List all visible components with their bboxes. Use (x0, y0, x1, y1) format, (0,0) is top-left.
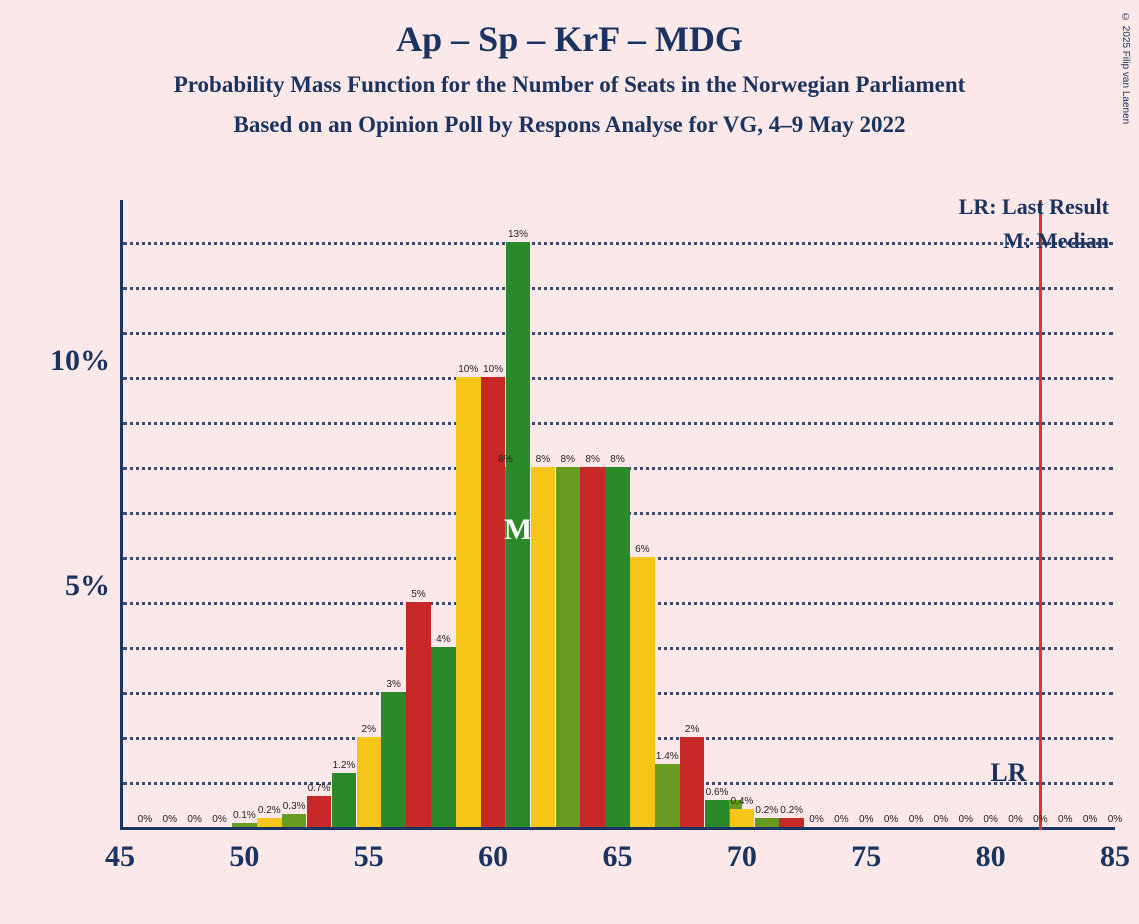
bar-value-label: 13% (508, 229, 528, 240)
bar-value-label: 0% (884, 814, 898, 825)
bar-value-label: 1.2% (332, 760, 355, 771)
grid-line (123, 377, 1113, 380)
bar-value-label: 10% (483, 364, 503, 375)
x-axis-label: 80 (976, 840, 1006, 874)
subtitle-2: Based on an Opinion Poll by Respons Anal… (0, 112, 1139, 138)
chart-bar (580, 467, 605, 827)
y-axis-label: 10% (50, 344, 110, 378)
copyright-text: © 2025 Filip van Laenen (1120, 12, 1131, 124)
chart-bar (307, 796, 332, 828)
bar-value-label: 8% (585, 454, 599, 465)
subtitle-1: Probability Mass Function for the Number… (0, 72, 1139, 98)
grid-line (123, 242, 1113, 245)
y-axis (120, 200, 123, 830)
chart-bar (755, 818, 780, 827)
chart-bar (456, 377, 481, 827)
x-axis-label: 70 (727, 840, 757, 874)
x-axis-label: 50 (229, 840, 259, 874)
bar-value-label: 0.7% (308, 783, 331, 794)
bar-value-label: 6% (635, 544, 649, 555)
bar-value-label: 0% (187, 814, 201, 825)
bar-value-label: 4% (436, 634, 450, 645)
median-marker: M (504, 513, 532, 547)
bar-value-label: 0% (859, 814, 873, 825)
bar-value-label: 3% (386, 679, 400, 690)
last-result-label: LR (990, 758, 1026, 788)
bar-value-label: 0% (983, 814, 997, 825)
bar-value-label: 0% (1008, 814, 1022, 825)
bar-value-label: 0% (1083, 814, 1097, 825)
chart-bar (630, 557, 655, 827)
bar-value-label: 0.4% (730, 796, 753, 807)
bar-value-label: 0.2% (780, 805, 803, 816)
chart-bar (605, 467, 630, 827)
bar-value-label: 0.3% (283, 801, 306, 812)
chart-bar (381, 692, 406, 827)
bar-value-label: 0% (809, 814, 823, 825)
bar-value-label: 0% (163, 814, 177, 825)
x-axis (120, 827, 1115, 830)
bar-value-label: 8% (610, 454, 624, 465)
x-axis-label: 75 (851, 840, 881, 874)
x-axis-label: 60 (478, 840, 508, 874)
last-result-line (1039, 200, 1042, 830)
chart-bar (531, 467, 556, 827)
bar-value-label: 0% (138, 814, 152, 825)
chart-bar (680, 737, 705, 827)
chart-bar (282, 814, 307, 828)
bar-value-label: 0.1% (233, 810, 256, 821)
bar-value-label: 8% (536, 454, 550, 465)
chart-bar (655, 764, 680, 827)
grid-line (123, 287, 1113, 290)
chart-area: 5%10%455055606570758085LR0%0%0%0%0.1%0.2… (120, 200, 1115, 830)
bar-value-label: 10% (458, 364, 478, 375)
chart-bar (556, 467, 581, 827)
x-axis-label: 45 (105, 840, 135, 874)
bar-value-label: 0% (1058, 814, 1072, 825)
chart-bar (481, 377, 506, 827)
bar-value-label: 1.4% (656, 751, 679, 762)
chart-bar (730, 809, 755, 827)
bar-value-label: 0% (959, 814, 973, 825)
main-title: Ap – Sp – KrF – MDG (0, 18, 1139, 60)
bar-value-label: 0% (834, 814, 848, 825)
bar-value-label: 2% (362, 724, 376, 735)
x-axis-label: 85 (1100, 840, 1130, 874)
bar-value-label: 0.6% (706, 787, 729, 798)
x-axis-label: 65 (603, 840, 633, 874)
title-block: Ap – Sp – KrF – MDG Probability Mass Fun… (0, 0, 1139, 138)
bar-value-label: 0% (1108, 814, 1122, 825)
bar-value-label: 5% (411, 589, 425, 600)
bar-value-label: 0% (212, 814, 226, 825)
bar-value-label: 0.2% (258, 805, 281, 816)
chart-bar (705, 800, 730, 827)
y-axis-label: 5% (65, 569, 110, 603)
x-axis-label: 55 (354, 840, 384, 874)
grid-line (123, 332, 1113, 335)
chart-bar (232, 823, 257, 828)
chart-bar (406, 602, 431, 827)
chart-bar (431, 647, 456, 827)
legend-m: M: Median (1003, 228, 1109, 254)
legend-lr: LR: Last Result (959, 194, 1109, 220)
bar-value-label: 0% (1033, 814, 1047, 825)
bar-value-label: 8% (498, 454, 512, 465)
chart-bar (257, 818, 282, 827)
chart-bar (779, 818, 804, 827)
bar-value-label: 8% (561, 454, 575, 465)
chart-bar (357, 737, 382, 827)
bar-value-label: 0% (934, 814, 948, 825)
bar-value-label: 0% (909, 814, 923, 825)
bar-value-label: 0.2% (755, 805, 778, 816)
grid-line (123, 422, 1113, 425)
bar-value-label: 2% (685, 724, 699, 735)
chart-bar (332, 773, 357, 827)
chart-plot: 5%10%455055606570758085LR0%0%0%0%0.1%0.2… (120, 200, 1115, 830)
